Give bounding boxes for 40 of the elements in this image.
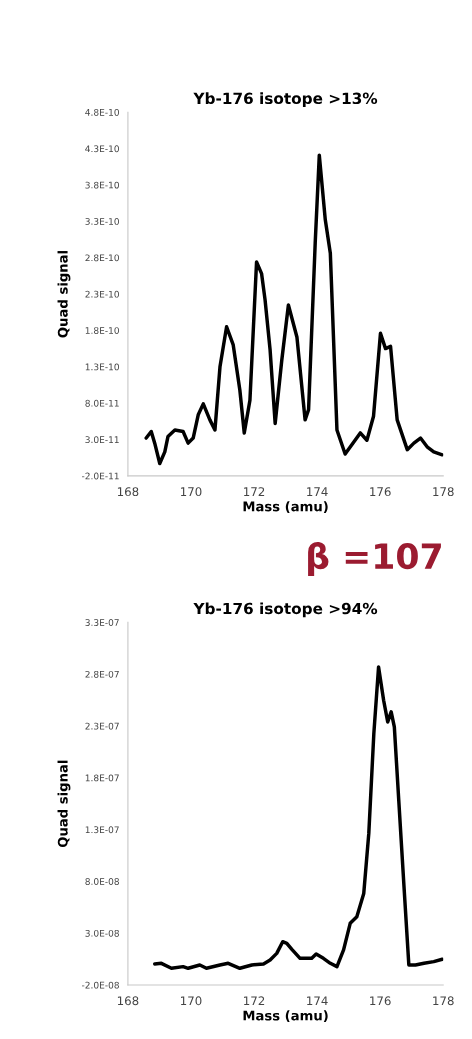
- text: β =107: [308, 541, 441, 577]
- y-tick-label: 3.8E-10: [85, 181, 119, 189]
- y-tick-label: 1.8E-10: [85, 327, 119, 334]
- x-tick-label: 178: [433, 487, 454, 497]
- y-axis-title: Quad signal: [57, 760, 71, 848]
- x-axis-title: Mass (amu): [243, 501, 328, 513]
- y-tick-label: 8.0E-08: [85, 878, 119, 885]
- y-tick-label: 2.3E-07: [85, 722, 119, 730]
- y-tick-label: 8.0E-11: [85, 399, 119, 407]
- y-tick-label: -2.0E-11: [81, 472, 119, 480]
- x-tick-label: 174: [307, 487, 328, 496]
- y-tick-label: -2.0E-08: [81, 981, 119, 989]
- y-tick-label: 1.8E-07: [85, 774, 119, 782]
- x-tick-label: 170: [181, 487, 202, 497]
- x-tick-label: 174: [307, 996, 328, 1006]
- x-tick-label: 172: [244, 996, 265, 1006]
- x-axis-title: Mass (amu): [243, 1010, 328, 1023]
- x-tick-label: 168: [117, 487, 139, 497]
- x-tick-label: 176: [370, 996, 391, 1006]
- y-tick-label: 3.0E-08: [85, 929, 119, 937]
- x-tick-label: 176: [370, 487, 391, 497]
- x-tick-label: 172: [244, 487, 265, 496]
- y-tick-label: 3.3E-07: [85, 619, 119, 626]
- y-tick-label: 2.8E-07: [85, 670, 119, 678]
- y-tick-label: 1.3E-07: [85, 826, 119, 834]
- line-series: [144, 153, 444, 466]
- chart-title: Yb-176 isotope >94%: [193, 602, 378, 618]
- y-tick-label: 1.3E-10: [85, 363, 119, 371]
- line-series: [152, 665, 444, 971]
- y-tick-label: 3.0E-11: [85, 436, 119, 444]
- y-tick-label: 3.3E-10: [85, 218, 119, 225]
- x-tick-label: 168: [117, 996, 139, 1006]
- y-tick-label: 4.8E-10: [85, 108, 119, 116]
- x-tick-label: 170: [181, 996, 202, 1006]
- y-tick-label: 4.3E-10: [85, 145, 119, 153]
- x-tick-label: 178: [433, 996, 454, 1006]
- y-tick-label: 2.3E-10: [85, 290, 119, 298]
- y-axis-title: Quad signal: [57, 251, 71, 338]
- chart-title: Yb-176 isotope >13%: [193, 92, 378, 108]
- y-tick-label: 2.8E-10: [85, 254, 119, 262]
